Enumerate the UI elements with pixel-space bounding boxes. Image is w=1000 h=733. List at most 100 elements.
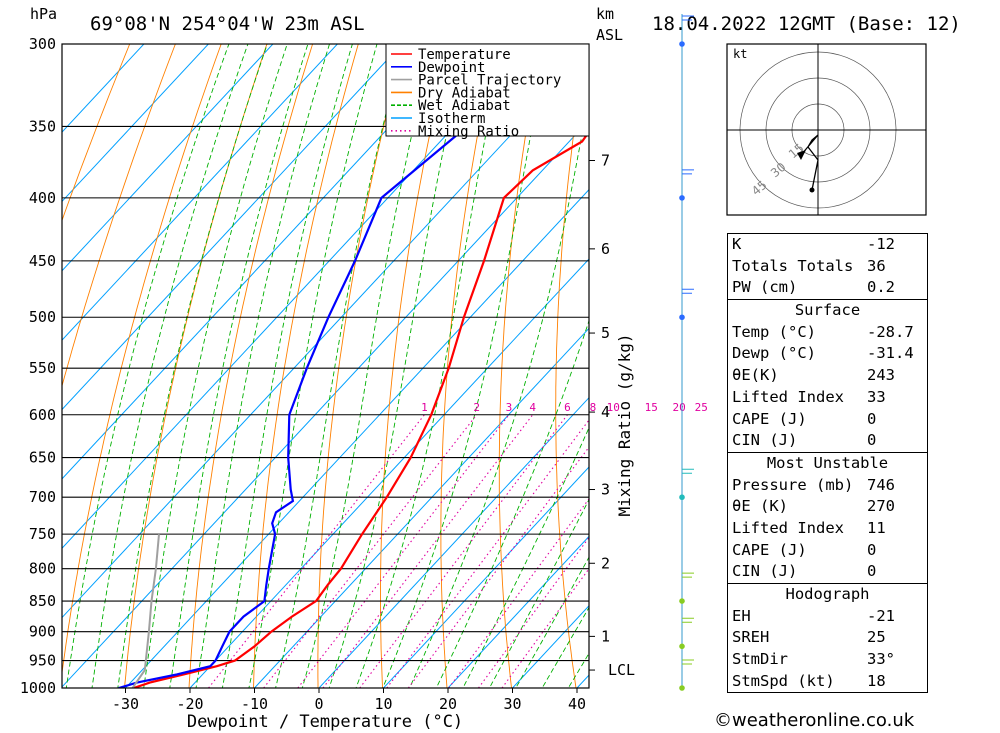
dry-adiabat-line <box>555 44 588 688</box>
hodograph-storm-arrow <box>797 150 806 160</box>
row-mu-cape: CAPE (J) 0 <box>728 540 927 562</box>
series-parcel-trajectory <box>131 534 160 688</box>
plot-frame <box>61 43 590 689</box>
x-axis-title: Dewpoint / Temperature (°C) <box>187 712 463 732</box>
mixing-ratio-axis-title: Mixing Ratio (g/kg) <box>615 333 634 516</box>
wind-barb <box>682 169 694 175</box>
credit-link[interactable]: ©weatheronline.co.uk <box>714 710 915 731</box>
mixing-ratio-label: 25 <box>695 401 708 414</box>
mixing-ratio-line <box>359 414 568 688</box>
row-mu-cin: CIN (J) 0 <box>728 561 927 583</box>
isotherm-line <box>62 44 274 272</box>
isotherm-line <box>124 188 589 688</box>
wind-level-marker <box>679 494 685 501</box>
sfc-dewp-value: -31.4 <box>867 344 914 363</box>
hodograph-trace <box>800 134 819 191</box>
isotherm-line <box>62 44 403 411</box>
wet-adiabat-line <box>435 319 589 688</box>
wet-adiabat-line <box>221 44 353 688</box>
temperature-tick-label: 30 <box>503 695 521 713</box>
sfc-li-label: Lifted Index <box>732 387 844 406</box>
series-dewpoint <box>117 44 558 688</box>
wet-adiabat-line <box>248 44 378 688</box>
wet-adiabat-line <box>143 44 288 688</box>
dry-adiabat-line <box>952 7 1000 714</box>
height-tick-label: 3 <box>601 481 610 499</box>
temperature-tick-label: -30 <box>112 695 139 713</box>
eh-label: EH <box>732 606 751 625</box>
row-eh: EH -21 <box>728 606 927 628</box>
pressure-axis: 300 350 400 450 500 550 600 650 700 750 800 850 900 9… <box>20 35 56 697</box>
k-value: -12 <box>867 235 895 253</box>
mixing-ratio-label: 3 <box>506 401 513 414</box>
mu-title: Most Unstable <box>766 453 889 472</box>
row-sfc-theta: θE(K) 243 <box>728 365 927 387</box>
mixing-ratio-label: 15 <box>645 401 658 414</box>
row-mu-li: Lifted Index 11 <box>728 518 927 540</box>
height-tick-label: 5 <box>601 324 610 342</box>
mu-cin-value: 0 <box>867 562 877 581</box>
isotherm-line <box>447 535 589 688</box>
stmdir-label: StmDir <box>732 650 788 669</box>
temperature-tick-label: 10 <box>374 695 392 713</box>
row-sfc-dewp: Dewp (°C) -31.4 <box>728 343 927 365</box>
legend-box <box>385 43 590 137</box>
chart-title: 69°08'N 254°04'W 23m ASL <box>90 13 365 35</box>
wet-adiabat-line <box>195 44 330 688</box>
mu-pressure-value: 746 <box>867 475 895 494</box>
row-sfc-cin: CIN (J) 0 <box>728 430 927 452</box>
pressure-tick-label: 650 <box>29 449 56 467</box>
mixing-ratio-line <box>407 446 589 688</box>
pressure-tick-label: 500 <box>29 308 56 326</box>
isotherm-line <box>253 327 589 688</box>
pressure-gridlines <box>62 43 589 689</box>
legend-label: Parcel Trajectory <box>418 73 561 89</box>
indices-section-hodograph: Hodograph EH -21 SREH 25 StmDir 33° StmSpd … <box>728 583 927 692</box>
pressure-tick-label: 900 <box>29 623 56 641</box>
sfc-theta-label: θE(K) <box>732 366 779 385</box>
wet-adiabat-line <box>275 44 405 688</box>
pressure-tick-label: 400 <box>29 189 56 207</box>
eh-value: -21 <box>867 606 895 625</box>
km-label: km <box>596 5 614 23</box>
indices-section-surface: Surface Temp (°C) -28.7 Dewp (°C) -31.4 θE… <box>728 299 927 452</box>
pressure-tick-label: 850 <box>29 592 56 610</box>
temperature-tick-label: 20 <box>439 695 457 713</box>
row-mu-theta: θE (K) 270 <box>728 496 927 518</box>
sfc-dewp-label: Dewp (°C) <box>732 344 816 363</box>
isotherm-line <box>189 258 589 688</box>
sfc-cin-value: 0 <box>867 431 877 450</box>
mixing-ratio-line <box>263 414 478 688</box>
isotherm-line <box>62 119 589 688</box>
hodo-title: Hodograph <box>785 585 870 603</box>
mu-theta-label: θE (K) <box>732 497 788 516</box>
wind-level-marker <box>679 195 685 201</box>
isotherm-line <box>62 44 145 133</box>
dry-adiabat-line <box>62 44 131 222</box>
stmspd-label: StmSpd (kt) <box>732 671 835 690</box>
pw-value: 0.2 <box>867 278 895 297</box>
sfc-temp-label: Temp (°C) <box>732 322 816 341</box>
pressure-tick-label: 950 <box>29 652 56 670</box>
wind-barb <box>682 572 694 578</box>
mu-li-value: 11 <box>867 518 886 537</box>
legend-label: Dry Adiabat <box>418 85 511 101</box>
mixing-ratio-label: 20 <box>673 401 686 414</box>
mixing-ratio-label: 1 <box>421 401 428 414</box>
row-k: K -12 <box>728 234 927 256</box>
wind-profile <box>679 14 694 691</box>
stmdir-value: 33° <box>867 650 895 669</box>
pressure-tick-label: 700 <box>29 488 56 506</box>
mixing-ratio-label: 6 <box>564 401 571 414</box>
mu-pressure-label: Pressure (mb) <box>732 475 854 494</box>
row-sfc-temp: Temp (°C) -28.7 <box>728 322 927 344</box>
pressure-tick-label: 800 <box>29 560 56 578</box>
mixing-ratio-labels: 1 2 3 4 6 8 10 15 20 25 <box>421 401 708 414</box>
legend-label: Dewpoint <box>418 60 485 76</box>
dry-adiabat-line <box>62 44 176 388</box>
sreh-value: 25 <box>867 628 886 647</box>
wet-adiabat-line <box>355 44 505 688</box>
row-mu-pressure: Pressure (mb) 746 <box>728 475 927 497</box>
